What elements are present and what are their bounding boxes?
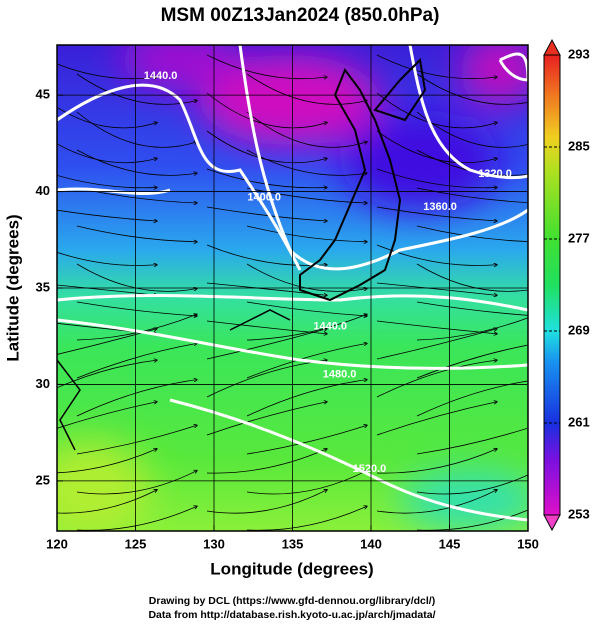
- x-tick-label: 125: [125, 536, 147, 551]
- streamline: [246, 187, 367, 203]
- colorbar-label: 293: [568, 46, 590, 61]
- streamline: [416, 301, 528, 316]
- streamline: [246, 380, 367, 417]
- streamline: [416, 317, 528, 341]
- y-tick-label: 25: [36, 472, 50, 487]
- y-tick-label: 40: [36, 183, 50, 198]
- streamline: [376, 320, 497, 334]
- streamline: [57, 402, 157, 429]
- x-tick-label: 140: [360, 536, 382, 551]
- contour-label: 1360.0: [423, 201, 457, 213]
- streamline: [57, 106, 157, 129]
- streamline: [76, 471, 197, 495]
- x-tick-label: 130: [203, 536, 225, 551]
- streamline: [246, 314, 367, 341]
- field: 1440.0 1400.0 1360.0 1320.0 1440.0 1480.0 1520…: [57, 45, 528, 531]
- contour-label: 1520.0: [353, 463, 387, 475]
- contour-label: 1440.0: [144, 70, 178, 82]
- streamline: [376, 244, 497, 266]
- streamline: [76, 343, 197, 379]
- streamline: [376, 92, 497, 129]
- x-tick-label: 135: [282, 536, 304, 551]
- streamline: [57, 251, 157, 266]
- streamline: [76, 380, 197, 417]
- y-tick-label: 45: [36, 87, 50, 102]
- streamline: [206, 54, 327, 79]
- y-tick-label: 30: [36, 376, 50, 391]
- streamline: [416, 474, 528, 495]
- streamline: [416, 187, 528, 203]
- streamline: [206, 329, 327, 360]
- colorbar-label: 269: [568, 322, 590, 337]
- streamline: [376, 402, 497, 436]
- streamline: [376, 282, 497, 295]
- colorbar-label: 261: [568, 414, 590, 429]
- contour-label: 1440.0: [313, 320, 347, 332]
- streamline: [57, 449, 157, 474]
- streamline: [416, 344, 528, 379]
- streamline: [246, 343, 367, 379]
- streamline: [57, 209, 157, 221]
- streamline: [206, 206, 327, 221]
- streamline: [76, 111, 197, 148]
- streamline: [376, 206, 497, 221]
- x-tick-label: 145: [439, 536, 461, 551]
- y-axis-label: Latitude (degrees): [3, 214, 22, 361]
- streamline: [57, 284, 157, 295]
- streamline: [206, 402, 327, 436]
- streamline: [246, 73, 367, 105]
- streamline: [416, 225, 528, 242]
- streamline: [246, 225, 367, 242]
- contour-label: 1320.0: [478, 168, 512, 180]
- credit: Drawing by DCL (https://www.gfd-dennou.o…: [149, 595, 435, 607]
- streamline: [206, 92, 327, 129]
- title: MSM 00Z13Jan2024 (850.0hPa): [161, 5, 440, 26]
- streamline: [76, 425, 197, 455]
- streamline: [416, 380, 528, 417]
- streamline: [376, 54, 497, 79]
- streamline: [76, 149, 197, 176]
- streamline: [246, 471, 367, 495]
- x-axis-label: Longitude (degrees): [210, 559, 373, 578]
- streamline: [376, 490, 497, 514]
- streamline: [246, 301, 367, 316]
- streamline: [57, 490, 157, 514]
- streamline: [246, 425, 367, 455]
- credit: Data from http://database.rish.kyoto-u.a…: [148, 609, 435, 621]
- streamline: [416, 73, 528, 105]
- streamline: [76, 73, 197, 105]
- y-tick-label: 35: [36, 279, 50, 294]
- contour-label: 1480.0: [323, 369, 357, 381]
- streamline: [206, 490, 327, 514]
- streamline: [376, 360, 497, 398]
- x-tick-label: 150: [517, 536, 539, 551]
- streamline: [76, 301, 197, 316]
- streamline: [376, 168, 497, 188]
- colorbar-label: 253: [568, 506, 590, 521]
- streamline: [206, 449, 327, 474]
- streamline: [57, 360, 157, 389]
- streamline: [246, 111, 367, 148]
- streamline: [376, 329, 497, 360]
- x-tick-label: 120: [46, 536, 68, 551]
- contour-label: 1400.0: [247, 191, 281, 203]
- colorbar-label: 277: [568, 230, 590, 245]
- streamline: [416, 427, 528, 455]
- streamline: [57, 63, 157, 79]
- streamline: [76, 225, 197, 242]
- streamline: [206, 320, 327, 334]
- colorbar: 253 261 269 277 285 293: [543, 38, 590, 532]
- streamline: [57, 174, 157, 188]
- colorbar-label: 285: [568, 138, 590, 153]
- streamline: [376, 449, 497, 474]
